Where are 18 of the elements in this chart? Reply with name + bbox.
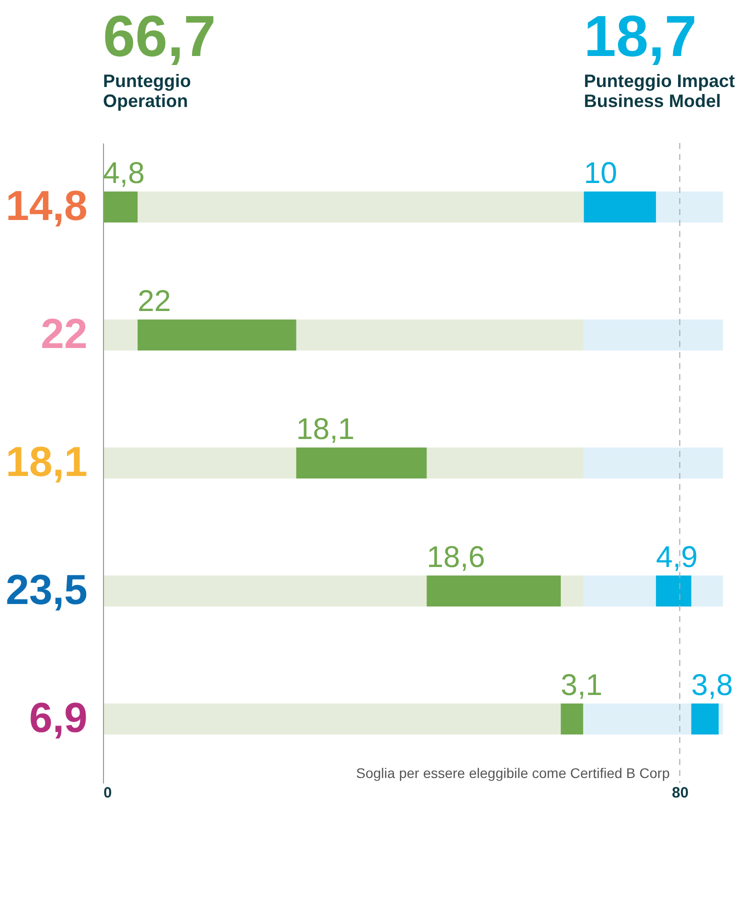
y-tick-label: 18,1 bbox=[6, 438, 88, 485]
y-tick-label: 23,5 bbox=[6, 566, 88, 613]
data-label: 18,1 bbox=[296, 413, 355, 446]
data-label: 18,6 bbox=[426, 541, 486, 574]
x-tick-label: 80 bbox=[672, 784, 689, 802]
data-label: 3,8 bbox=[691, 669, 733, 702]
y-tick-label: 22 bbox=[40, 310, 88, 357]
y-tick-label: 6,9 bbox=[29, 694, 88, 741]
data-label: 22 bbox=[138, 285, 171, 318]
text: 18,7 Punteggio Impact Business Model bbox=[584, 4, 735, 111]
ref-line-label: Soglia per essere eleggibile come Certified B Corp bbox=[356, 765, 670, 781]
data-label: 3,1 bbox=[560, 669, 603, 702]
y-tick-label: 14,8 bbox=[6, 182, 88, 229]
data-label: 4,9 bbox=[656, 541, 698, 574]
x-tick-label: 0 bbox=[104, 784, 112, 802]
text: 66,7 Punteggio Operation bbox=[103, 4, 216, 111]
data-label: 4,8 bbox=[103, 157, 145, 190]
data-label: 10 bbox=[584, 157, 618, 190]
